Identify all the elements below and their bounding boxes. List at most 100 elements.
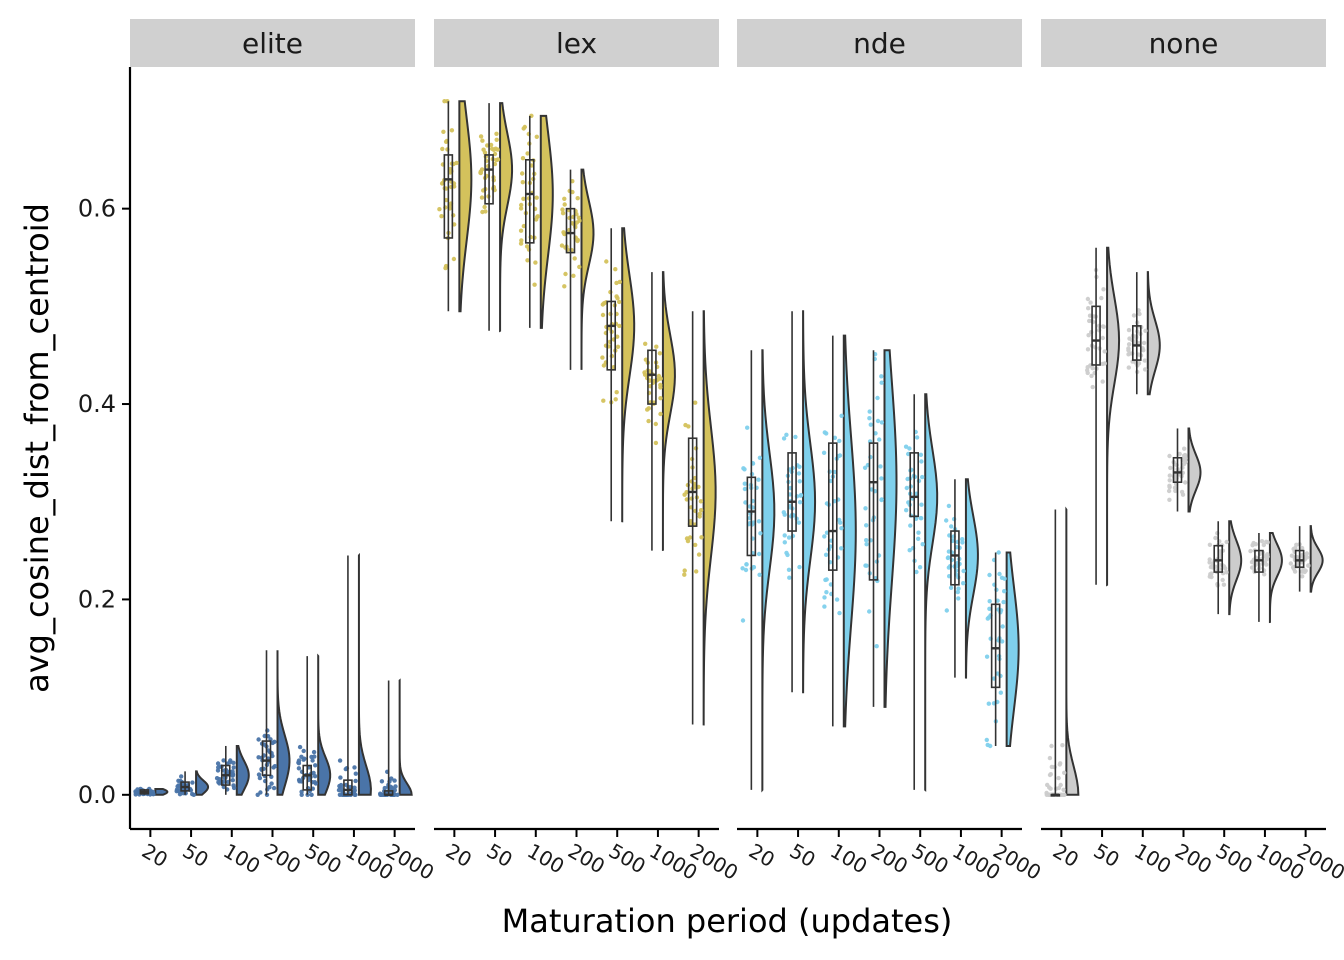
data-point: [879, 374, 884, 379]
data-point: [643, 341, 648, 346]
data-point: [906, 451, 911, 457]
violin: [1146, 271, 1161, 396]
data-point: [482, 150, 488, 155]
data-point: [743, 500, 748, 505]
data-point: [862, 465, 868, 470]
data-point: [745, 425, 750, 430]
data-point: [534, 195, 539, 200]
data-point: [653, 440, 659, 446]
data-point: [1099, 295, 1104, 301]
data-point: [918, 515, 923, 521]
box: [868, 442, 879, 581]
data-point: [946, 503, 952, 509]
data-point: [256, 737, 261, 742]
data-point: [986, 701, 991, 706]
data-point: [658, 396, 663, 401]
data-point: [562, 202, 567, 207]
data-point: [682, 568, 687, 573]
data-point: [478, 170, 483, 175]
x-tick-label: 50: [1090, 839, 1124, 873]
data-point: [617, 279, 622, 285]
box: [827, 442, 838, 571]
data-point: [879, 497, 884, 502]
box: [302, 764, 313, 791]
violin: [580, 168, 595, 370]
data-point: [437, 207, 442, 212]
data-point: [301, 748, 306, 754]
data-point: [1127, 351, 1133, 356]
data-point: [1056, 785, 1062, 791]
data-point: [1166, 488, 1172, 494]
data-point: [600, 312, 606, 318]
violin: [1309, 525, 1324, 593]
data-point: [532, 282, 537, 287]
data-point: [1126, 327, 1132, 333]
data-point: [822, 534, 827, 539]
violin: [458, 100, 473, 313]
x-tick-label: 50: [483, 839, 517, 873]
data-point: [1001, 599, 1006, 605]
data-point: [873, 431, 878, 436]
data-point: [1137, 311, 1142, 317]
data-point: [919, 459, 924, 464]
data-point: [782, 533, 787, 538]
data-point: [521, 196, 526, 201]
data-point: [756, 551, 762, 557]
data-point: [696, 552, 702, 557]
data-point: [257, 775, 263, 781]
data-point: [1220, 577, 1225, 583]
data-point: [956, 586, 961, 591]
data-point: [1049, 743, 1054, 749]
box: [1131, 325, 1142, 361]
box: [261, 740, 272, 777]
data-point: [613, 397, 618, 402]
data-point: [1126, 365, 1132, 370]
box: [746, 476, 757, 557]
data-point: [698, 499, 704, 504]
x-tick-label: 20: [1049, 839, 1083, 873]
data-point: [1251, 540, 1256, 546]
data-point: [822, 604, 827, 609]
data-point: [920, 542, 925, 547]
data-point: [863, 506, 868, 511]
data-point: [443, 139, 449, 144]
data-point: [617, 299, 622, 305]
data-point: [879, 476, 884, 481]
data-point: [449, 128, 455, 133]
data-point: [615, 296, 620, 301]
data-point: [917, 565, 923, 570]
data-point: [987, 572, 992, 578]
data-point: [1085, 365, 1090, 370]
data-point: [296, 766, 302, 771]
data-point: [784, 432, 789, 437]
data-point: [562, 284, 567, 289]
data-point: [653, 421, 658, 427]
violin: [924, 393, 939, 792]
data-point: [1062, 770, 1067, 775]
data-point: [822, 595, 827, 600]
data-point: [256, 755, 261, 760]
group-nde-500: 500: [903, 393, 953, 878]
facet-strip: [737, 19, 1022, 67]
data-point: [914, 569, 919, 575]
data-point: [879, 380, 884, 385]
data-point: [1046, 792, 1052, 797]
data-point: [1102, 361, 1108, 366]
violin: [1065, 509, 1080, 796]
data-point: [867, 609, 872, 614]
data-point: [311, 770, 316, 776]
data-point: [743, 567, 749, 573]
data-point: [781, 436, 787, 441]
data-point: [1061, 792, 1066, 797]
x-tick-label: 500: [605, 839, 650, 879]
data-point: [1142, 358, 1148, 363]
x-tick-label: 50: [786, 839, 820, 873]
data-point: [879, 420, 885, 425]
data-point: [562, 231, 567, 237]
data-point: [867, 409, 872, 414]
data-point: [1061, 787, 1066, 792]
data-point: [495, 157, 501, 162]
data-point: [570, 189, 575, 195]
data-point: [518, 228, 524, 233]
